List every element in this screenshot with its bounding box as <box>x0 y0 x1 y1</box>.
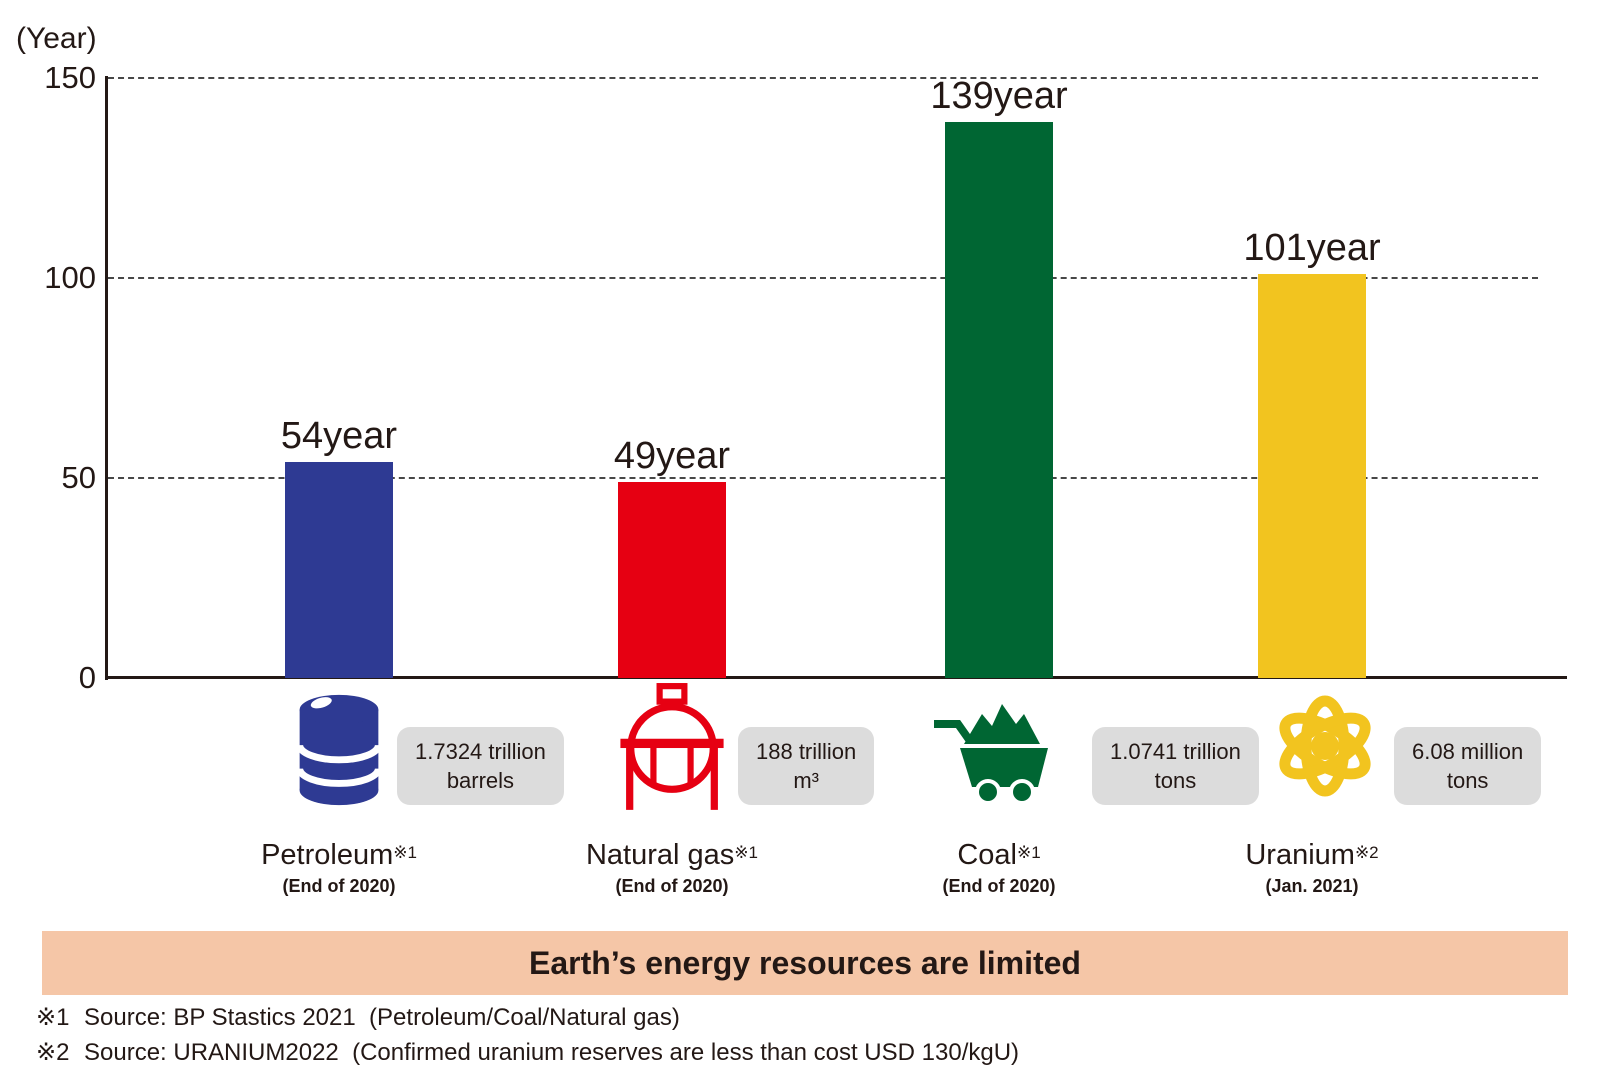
reserve-line1: 6.08 million <box>1412 739 1524 764</box>
note-ref: ※2 <box>1354 843 1379 862</box>
reserve-line2: tons <box>1154 768 1197 793</box>
footnote-2-marker: ※2 <box>36 1039 70 1066</box>
reserve-line2: tons <box>1446 768 1489 793</box>
category-label-0: Petroleum※1 <box>261 839 417 871</box>
footnote-1-marker: ※1 <box>36 1004 70 1031</box>
reserve-line1: 188 trillion <box>756 739 857 764</box>
coal-cart-icon <box>926 692 1086 810</box>
y-tick-50: 50 <box>61 460 96 495</box>
value-label-0: 54year <box>280 415 398 457</box>
y-tick-150: 150 <box>44 60 96 95</box>
reserve-badge-0: 1.7324 trillion barrels <box>397 727 564 805</box>
banner: Earth’s energy resources are limited <box>42 931 1568 995</box>
value-label-1: 49year <box>613 435 731 477</box>
y-axis-unit-label: (Year) <box>16 22 97 55</box>
footnote-1: ※1 Source: BP Stastics 2021 (Petroleum/C… <box>36 1000 1576 1035</box>
x-axis-line <box>105 676 1567 679</box>
category-date-2: (End of 2020) <box>942 876 1056 896</box>
reserve-badge-3: 6.08 million tons <box>1394 727 1542 805</box>
category-label-2: Coal※1 <box>957 839 1041 871</box>
category-date-3: (Jan. 2021) <box>1265 876 1359 896</box>
atom-icon <box>1262 680 1388 812</box>
reserve-line2: barrels <box>446 768 515 793</box>
gridline-50 <box>108 477 1538 479</box>
y-tick-0: 0 <box>78 660 96 695</box>
value-label-3: 101year <box>1243 227 1381 269</box>
y-tick-100: 100 <box>44 260 96 295</box>
reserve-badge-1: 188 trillion m³ <box>738 727 875 805</box>
bar-petroleum <box>285 462 393 678</box>
footnote-1-text: Source: BP Stastics 2021 (Petroleum/Coal… <box>84 1004 680 1031</box>
value-label-2: 139year <box>930 75 1068 117</box>
reserve-line1: 1.0741 trillion <box>1110 739 1241 764</box>
bar-coal <box>945 122 1053 678</box>
category-date-0: (End of 2020) <box>282 876 396 896</box>
oil-barrel-icon <box>287 688 391 810</box>
banner-text: Earth’s energy resources are limited <box>529 944 1081 981</box>
reserve-line2: m³ <box>793 768 819 793</box>
footnote-2: ※2 Source: URANIUM2022 (Confirmed uraniu… <box>36 1035 1576 1070</box>
reserve-badge-2: 1.0741 trillion tons <box>1092 727 1259 805</box>
category-date-1: (End of 2020) <box>615 876 729 896</box>
y-axis-line <box>105 76 108 680</box>
category-label-1: Natural gas※1 <box>585 839 758 871</box>
note-ref: ※1 <box>734 843 758 862</box>
gridline-150 <box>108 77 1538 79</box>
note-ref: ※1 <box>1016 843 1041 862</box>
bar-natural-gas <box>618 482 726 678</box>
bar-uranium <box>1258 274 1366 678</box>
gridline-100 <box>108 277 1538 279</box>
category-label-3: Uranium※2 <box>1245 839 1379 871</box>
footnotes: ※1 Source: BP Stastics 2021 (Petroleum/C… <box>36 1000 1576 1070</box>
reserve-line1: 1.7324 trillion <box>415 739 546 764</box>
footnote-2-text: Source: URANIUM2022 (Confirmed uranium r… <box>84 1039 1020 1066</box>
gas-tank-icon <box>612 682 732 812</box>
note-ref: ※1 <box>393 843 417 862</box>
